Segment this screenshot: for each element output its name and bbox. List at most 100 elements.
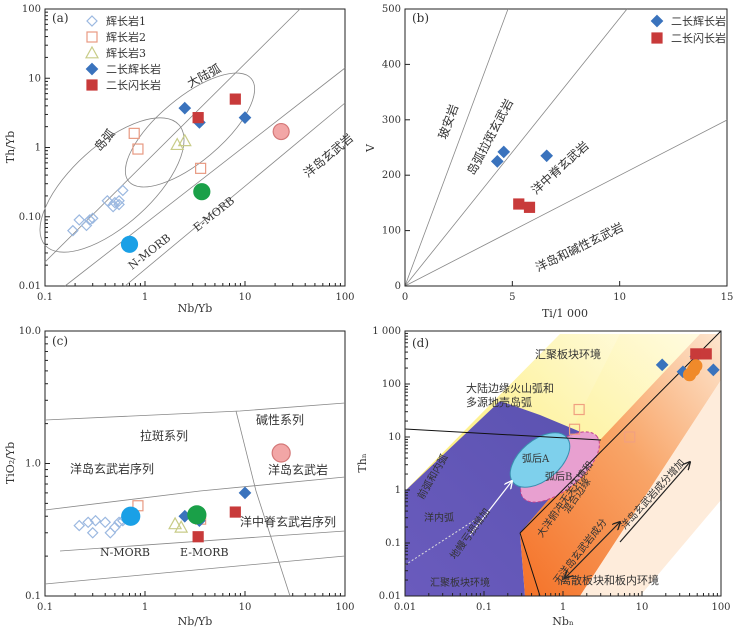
- mantle-array-lower: [44, 8, 301, 263]
- mantle-array-middle: [64, 67, 346, 287]
- data-point: [82, 516, 94, 529]
- data-point: [113, 194, 125, 207]
- y-tick-label: 0: [395, 281, 401, 292]
- annotation-island-arc: 岛弧: [91, 126, 118, 154]
- data-point: [568, 423, 581, 435]
- annotation-alkaline: 碱性系列: [256, 413, 304, 427]
- panel-d: (d) 汇聚板块环境 大陆边缘火山弧和 多源地壳岛弧 弧后A 弧后B 前弧和内弧…: [356, 326, 731, 628]
- ylabel-d: Thₙ: [356, 453, 369, 472]
- y-tick-label: 500: [382, 4, 401, 15]
- y-tick-label: 10: [28, 73, 41, 84]
- panel-label-c: (c): [52, 334, 68, 348]
- data-point: [624, 431, 636, 443]
- annotation-morb: 洋中脊玄武岩: [528, 138, 592, 197]
- y-tick-label: 300: [382, 115, 401, 126]
- annotation-tholeiite: 拉斑系列: [140, 428, 188, 443]
- xlabel-d: Nbₙ: [552, 615, 574, 628]
- data-point: [107, 200, 119, 213]
- data-point: [689, 359, 703, 373]
- data-point: [540, 149, 554, 163]
- ticks-d: 0.01 0.1 1 10 100 0.01 0.1 1 10 100 1 000: [372, 326, 730, 613]
- mantle-array-upper: [124, 102, 346, 287]
- x-tick-label: 100: [335, 602, 354, 613]
- data-point: [73, 214, 86, 226]
- x-tick-label: 10: [239, 602, 252, 613]
- data-point: [86, 212, 99, 225]
- y-tick-label: 1 000: [372, 326, 401, 337]
- oib-increase-arrow: [565, 522, 620, 578]
- y-tick-label: 0.1: [25, 591, 41, 602]
- x-tick-label: 0.01: [394, 602, 416, 613]
- legend-marker: [86, 79, 98, 91]
- data-point: [192, 112, 204, 124]
- points-c: [73, 443, 291, 543]
- annotation-oib: 洋岛玄武岩: [300, 130, 356, 180]
- x-tick-label: 0.1: [37, 602, 53, 613]
- x-tick-label: 10: [636, 602, 649, 613]
- data-point: [690, 348, 702, 360]
- x-tick-label: 0.1: [476, 602, 492, 613]
- ratio-line-20: [404, 8, 628, 287]
- legend-marker: [85, 62, 99, 76]
- legend-label: 二长辉长岩: [671, 14, 726, 28]
- y-tick-label: 1: [395, 485, 401, 496]
- ratio-line-50: [404, 119, 728, 287]
- data-point: [101, 194, 114, 207]
- data-point: [187, 505, 207, 525]
- data-point: [104, 526, 117, 539]
- y-tick-label: 0.1: [385, 538, 401, 549]
- legend-marker: [650, 14, 664, 28]
- panel-label-d: (d): [412, 336, 429, 350]
- ticks-b: 0 5 10 15 0 100 200 300 400 500: [382, 4, 733, 303]
- data-point: [73, 519, 86, 532]
- legend-marker: [86, 31, 98, 43]
- data-point: [490, 155, 504, 168]
- y-tick-label: 0.01: [379, 591, 401, 602]
- annotation-cont-arc-1: 大陆边缘火山弧和: [466, 381, 554, 395]
- data-point: [178, 101, 192, 115]
- data-point: [193, 183, 211, 201]
- data-point: [99, 516, 112, 529]
- mantle-depletion-arrow: [469, 481, 512, 536]
- data-point: [67, 224, 79, 237]
- data-point: [523, 201, 536, 213]
- legend-label: 二长闪长岩: [106, 78, 161, 92]
- panel-b: (b) 玻安岩 岛弧拉斑玄武岩 洋中脊玄武岩 洋岛和碱性玄武岩 二长辉长岩二长闪…: [364, 4, 733, 320]
- data-point: [113, 198, 125, 211]
- panel-label-a: (a): [52, 11, 69, 25]
- data-point: [700, 348, 712, 360]
- x-tick-label: 0: [402, 292, 408, 303]
- annotation-oib-series: 洋岛玄武岩序列: [70, 461, 154, 476]
- tholeiite-upper-boundary: [44, 402, 346, 421]
- panel-c: (c) 碱性系列 拉斑系列 洋岛玄武岩序列 洋岛玄武岩 洋中脊玄武岩序列 N-M…: [4, 326, 355, 628]
- annotation-convergent: 汇聚板块环境: [535, 347, 601, 361]
- y-tick-label: 1: [35, 143, 41, 154]
- data-point: [195, 162, 207, 174]
- annotation-back-arc-a: 弧后A: [522, 452, 550, 465]
- annotation-emorb-c: E-MORB: [180, 546, 229, 559]
- annotation-morb-series: 洋中脊玄武岩序列: [240, 514, 336, 529]
- annotation-boninite: 玻安岩: [435, 102, 461, 141]
- x-tick-label: 15: [721, 292, 734, 303]
- data-point: [238, 486, 252, 500]
- annotation-continental-arc: 大陆弧: [184, 60, 223, 90]
- annotation-emorb: E-MORB: [191, 194, 237, 234]
- panel-label-b: (b): [412, 11, 429, 25]
- data-point: [116, 184, 129, 197]
- continental-arc-field: [124, 72, 256, 188]
- data-point: [89, 514, 102, 527]
- points-b: [490, 145, 554, 213]
- y-tick-label: 200: [382, 170, 401, 181]
- data-point: [86, 526, 99, 539]
- legend-marker: [86, 15, 98, 27]
- x-tick-label: 1: [560, 602, 566, 613]
- data-point: [229, 506, 241, 518]
- data-point: [128, 127, 140, 139]
- annotation-nmorb-c: N-MORB: [100, 546, 150, 559]
- ylabel-a: Th/Yb: [4, 131, 17, 163]
- annotation-convergent-low: 汇聚板块环境: [430, 576, 490, 589]
- annotation-back-arc-b: 弧后B: [545, 470, 572, 483]
- annotation-oib-alkali: 洋岛和碱性玄武岩: [533, 219, 626, 275]
- data-point: [238, 111, 252, 124]
